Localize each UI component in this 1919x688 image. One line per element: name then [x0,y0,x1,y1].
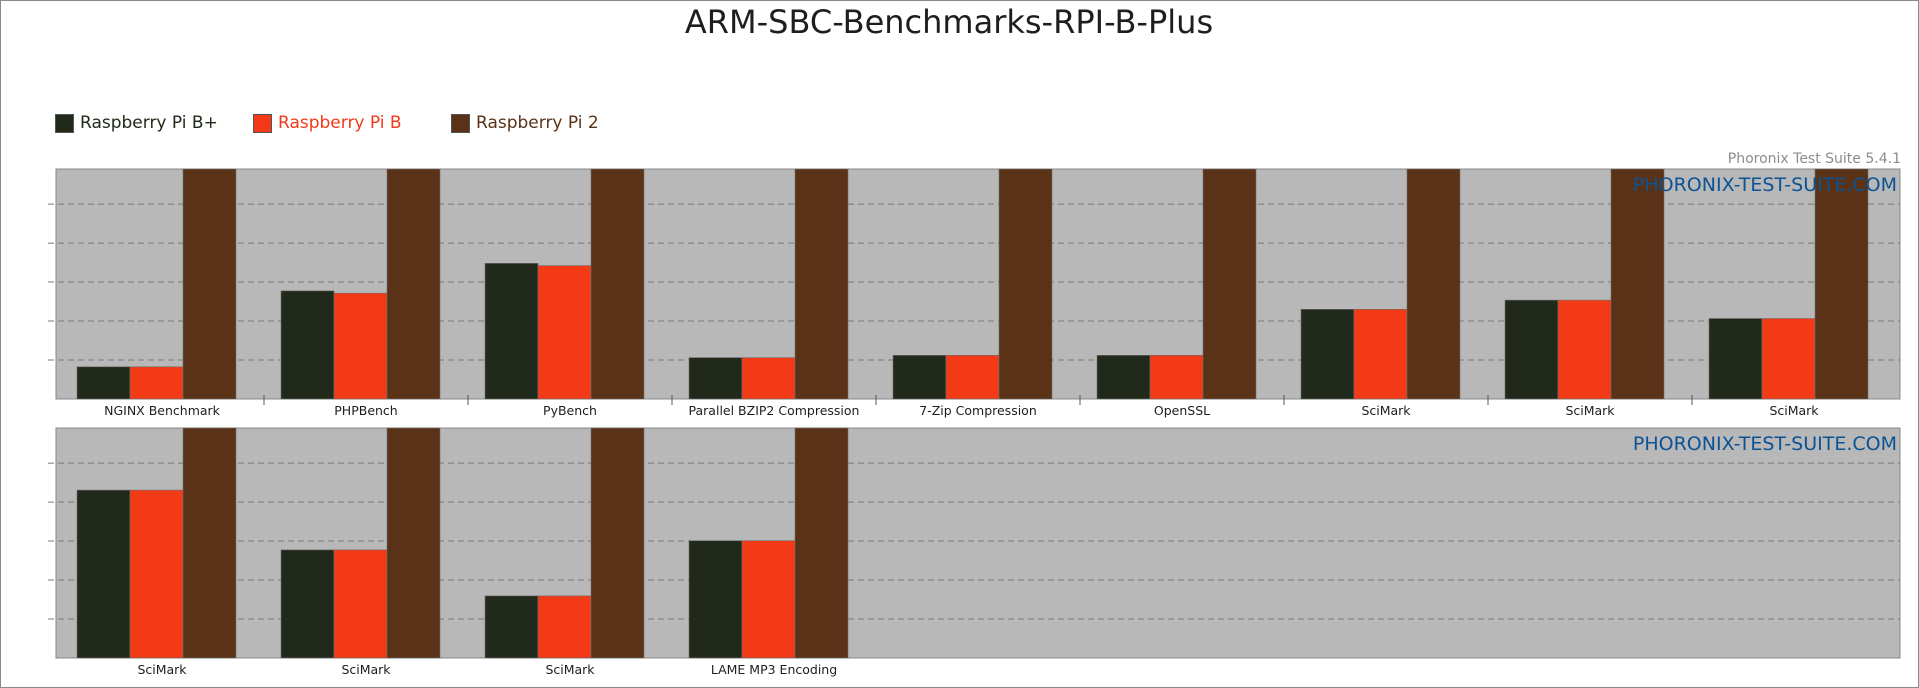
category-label: SciMark [341,662,391,677]
bar-raspberry-pi-b--1-5 [892,354,947,400]
bar-raspberry-pi-2-2-4 [794,427,849,659]
bar-raspberry-pi-b--2-4 [688,540,743,659]
bar-raspberry-pi-2-2-2 [386,427,441,659]
chart-title: ARM-SBC-Benchmarks-RPI-B-Plus [684,3,1214,41]
bar-raspberry-pi-b-1-7 [1353,308,1408,400]
bar-raspberry-pi-2-1-8 [1610,168,1665,400]
bar-raspberry-pi-2-1-7 [1406,168,1461,400]
bar-raspberry-pi-b-1-1 [129,366,184,400]
legend-item-series-3: Raspberry Pi 2 [451,113,599,133]
bar-raspberry-pi-b--1-2 [280,290,335,400]
category-label: Parallel BZIP2 Compression [689,403,860,418]
bar-raspberry-pi-b-2-3 [537,595,592,659]
bar-raspberry-pi-b-1-6 [1149,354,1204,400]
bar-raspberry-pi-2-1-3 [590,168,645,400]
category-label: NGINX Benchmark [104,403,221,418]
legend-label-series-2: Raspberry Pi B [278,113,402,133]
bar-raspberry-pi-b--1-3 [484,262,539,400]
legend-label-series-1: Raspberry Pi B+ [80,113,218,133]
bar-raspberry-pi-b--2-1 [76,489,131,659]
bar-raspberry-pi-b-1-5 [945,354,1000,400]
bar-raspberry-pi-2-2-1 [182,427,237,659]
version-label: Phoronix Test Suite 5.4.1 [1727,151,1901,167]
bar-raspberry-pi-b--2-3 [484,595,539,659]
legend-swatch-series-3 [451,113,470,133]
category-label: 7-Zip Compression [919,403,1037,418]
bar-raspberry-pi-b-1-2 [333,292,388,400]
legend-item-series-2: Raspberry Pi B [253,113,402,133]
legend-swatch-series-2 [253,113,272,133]
category-label: LAME MP3 Encoding [711,662,837,677]
watermark: PHORONIX-TEST-SUITE.COM [1633,174,1897,196]
bar-raspberry-pi-b--1-7 [1300,308,1355,400]
bar-raspberry-pi-2-2-3 [590,427,645,659]
bar-raspberry-pi-b--1-6 [1096,354,1151,400]
category-label: OpenSSL [1154,403,1210,418]
bar-raspberry-pi-2-1-6 [1202,168,1257,400]
bar-raspberry-pi-b--1-1 [76,366,131,400]
bar-raspberry-pi-b--1-4 [688,357,743,400]
bar-raspberry-pi-b-2-2 [333,549,388,659]
category-label: PHPBench [334,403,397,418]
bar-raspberry-pi-b--1-8 [1504,299,1559,400]
category-label: SciMark [545,662,595,677]
bar-raspberry-pi-2-1-2 [386,168,441,400]
bar-raspberry-pi-b-1-4 [741,357,796,400]
legend-swatch-series-1 [55,113,74,133]
watermark: PHORONIX-TEST-SUITE.COM [1633,433,1897,455]
legend-label-series-3: Raspberry Pi 2 [476,113,599,133]
category-label: SciMark [1565,403,1615,418]
bar-raspberry-pi-b-2-4 [741,540,796,659]
category-label: SciMark [1361,403,1411,418]
bar-raspberry-pi-2-1-1 [182,168,237,400]
bar-raspberry-pi-b--2-2 [280,549,335,659]
bar-raspberry-pi-2-1-4 [794,168,849,400]
bar-raspberry-pi-b-1-3 [537,265,592,400]
category-label: SciMark [1769,403,1819,418]
bar-raspberry-pi-b-2-1 [129,489,184,659]
bar-raspberry-pi-b--1-9 [1708,318,1763,400]
bar-raspberry-pi-b-1-8 [1557,299,1612,400]
legend-item-series-1: Raspberry Pi B+ [55,113,218,133]
category-label: PyBench [543,403,597,418]
bar-raspberry-pi-2-1-9 [1814,168,1869,400]
category-label: SciMark [137,662,187,677]
bar-raspberry-pi-2-1-5 [998,168,1053,400]
bar-raspberry-pi-b-1-9 [1761,318,1816,400]
